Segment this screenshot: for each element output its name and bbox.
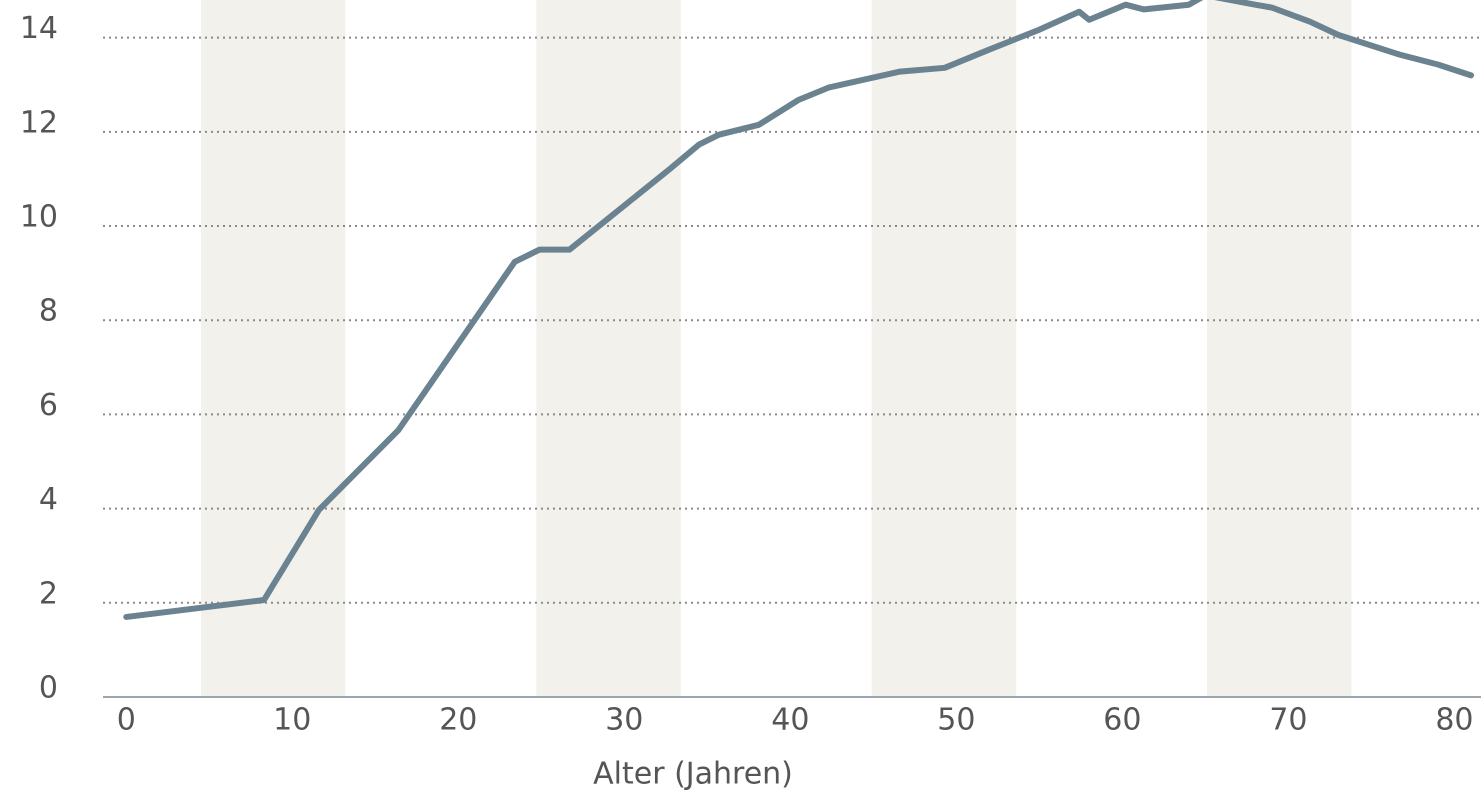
age-band (200, 0, 346, 697)
x-tick-label: 50 (937, 703, 975, 738)
y-tick-label: 8 (39, 294, 58, 329)
x-tick-label: 10 (273, 703, 311, 738)
age-band (1207, 0, 1352, 697)
data-line (123, 0, 1475, 620)
y-tick-label: 4 (39, 482, 58, 517)
x-tick-label: 80 (1435, 703, 1473, 738)
x-axis-label: Alter (Jahren) (593, 757, 793, 792)
x-tick-label: 30 (605, 703, 643, 738)
y-tick-label: 2 (39, 576, 58, 611)
y-tick-label: 0 (39, 671, 58, 706)
x-tick-label: 0 (117, 703, 136, 738)
x-tick-label: 60 (1103, 703, 1141, 738)
x-tick-label: 40 (771, 703, 809, 738)
y-tick-label: 12 (20, 105, 58, 140)
x-tick-label: 70 (1269, 703, 1307, 738)
x-tick-label: 20 (439, 703, 477, 738)
age-band (536, 0, 681, 697)
y-tick-label: 10 (20, 200, 58, 235)
y-tick-label: 14 (20, 11, 58, 46)
y-tick-label: 6 (39, 388, 58, 423)
age-band (871, 0, 1017, 697)
